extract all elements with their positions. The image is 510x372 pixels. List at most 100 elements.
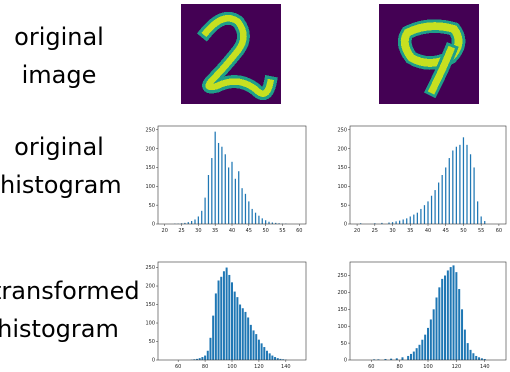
histogram-bar (469, 154, 472, 224)
histogram-bar (220, 276, 223, 360)
histogram-bar (413, 214, 415, 224)
histogram-bar (244, 311, 247, 360)
x-tick-label: 55 (279, 228, 285, 234)
histogram-bar (434, 190, 436, 224)
y-tick-label: 250 (145, 127, 155, 133)
histogram-bar (459, 144, 461, 224)
histogram-bar (466, 343, 469, 360)
y-tick-label: 150 (337, 165, 347, 171)
histogram-bar (472, 353, 475, 360)
histogram-bar (214, 131, 216, 224)
histogram-bar (204, 355, 207, 360)
histogram-bar (407, 355, 410, 360)
row-label-line: transformed (0, 277, 140, 305)
histogram-bar (391, 222, 394, 224)
histogram-bar (224, 154, 226, 224)
histogram-bar (462, 137, 465, 224)
y-tick-label: 200 (337, 146, 347, 152)
histogram-bar (452, 150, 454, 224)
histogram-bar (184, 222, 186, 224)
digit-image-2 (181, 4, 281, 104)
x-tick-label: 100 (423, 364, 433, 370)
histogram-bar (381, 222, 383, 224)
histogram-bar (278, 223, 280, 224)
histogram-bar (228, 167, 230, 224)
histogram-bar (254, 212, 257, 224)
histogram-bar (402, 219, 404, 224)
y-tick-label: 150 (145, 302, 155, 308)
histogram-bar (214, 293, 217, 360)
y-tick-label: 0 (152, 358, 155, 364)
histogram-bar (187, 222, 189, 224)
y-tick-label: 200 (337, 290, 347, 296)
histogram-bar (377, 359, 380, 360)
histogram-bar (180, 223, 183, 224)
y-tick-label: 250 (337, 127, 347, 133)
histogram-bar (239, 304, 242, 360)
x-tick-label: 50 (460, 228, 466, 234)
histogram-bar (427, 201, 429, 224)
histogram-bar (251, 208, 253, 224)
histogram-bar (424, 334, 427, 360)
histogram-bar (432, 309, 435, 360)
histogram-bar (461, 309, 464, 360)
histogram-bar (412, 351, 415, 360)
histogram-bar (423, 205, 426, 224)
y-tick-label: 50 (341, 203, 347, 209)
row-label-original-histogram: original histogram (0, 128, 122, 204)
histogram-bar (455, 146, 457, 224)
histogram-bar (244, 193, 247, 224)
histogram-bar (268, 221, 270, 224)
histogram-bar (406, 218, 408, 224)
histogram-bar (257, 339, 260, 360)
x-tick-label: 45 (246, 228, 252, 234)
histogram-bar (384, 358, 387, 360)
histogram-bar (441, 278, 444, 360)
histogram-bar (415, 348, 418, 360)
y-tick-label: 0 (344, 222, 347, 228)
histogram-bar (271, 222, 273, 224)
x-tick-label: 20 (162, 228, 168, 234)
histogram-bar (446, 270, 449, 360)
histogram-transformed-left: 60 80 100 120 140 0 50 100 150 200 250 (145, 261, 307, 370)
histogram-bar (238, 171, 240, 224)
histogram-bar (207, 175, 210, 224)
x-tick-label: 140 (281, 364, 291, 370)
histogram-bar (455, 272, 458, 360)
histogram-bar (276, 358, 279, 360)
x-tick-label: 80 (396, 364, 402, 370)
histogram-bar (233, 291, 236, 360)
histogram-bar (217, 142, 220, 224)
histogram-bar (252, 330, 255, 360)
histogram-bar (395, 358, 398, 360)
histogram-bar (445, 167, 447, 224)
histogram-bar (231, 161, 233, 224)
histogram-bar (478, 357, 481, 360)
histogram-bar (258, 215, 260, 224)
histogram-bar (197, 216, 199, 224)
row-label-transformed-histogram: transformed histogram (0, 272, 140, 348)
histogram-bar (255, 334, 258, 360)
histogram-bar (196, 358, 199, 360)
histogram-bar (201, 357, 204, 360)
y-tick-label: 100 (337, 324, 347, 330)
row-label-line: histogram (0, 171, 122, 199)
histogram-bar (463, 329, 466, 360)
histogram-bar (477, 201, 479, 224)
histogram-bar (271, 355, 274, 360)
histogram-bar (452, 265, 455, 360)
x-tick-label: 30 (389, 228, 395, 234)
histogram-bar (212, 315, 215, 360)
histogram-bar (193, 359, 196, 360)
histogram-bar (374, 223, 376, 224)
histogram-bar (231, 282, 233, 360)
y-tick-label: 200 (145, 146, 155, 152)
histogram-bar (209, 337, 212, 360)
row-label-line: image (21, 61, 97, 89)
y-tick-label: 100 (145, 321, 155, 327)
y-tick-label: 100 (145, 184, 155, 190)
histogram-bar (265, 350, 268, 360)
histogram-bar (261, 218, 263, 224)
histogram-bar (421, 339, 424, 360)
histogram-bar (211, 158, 213, 224)
